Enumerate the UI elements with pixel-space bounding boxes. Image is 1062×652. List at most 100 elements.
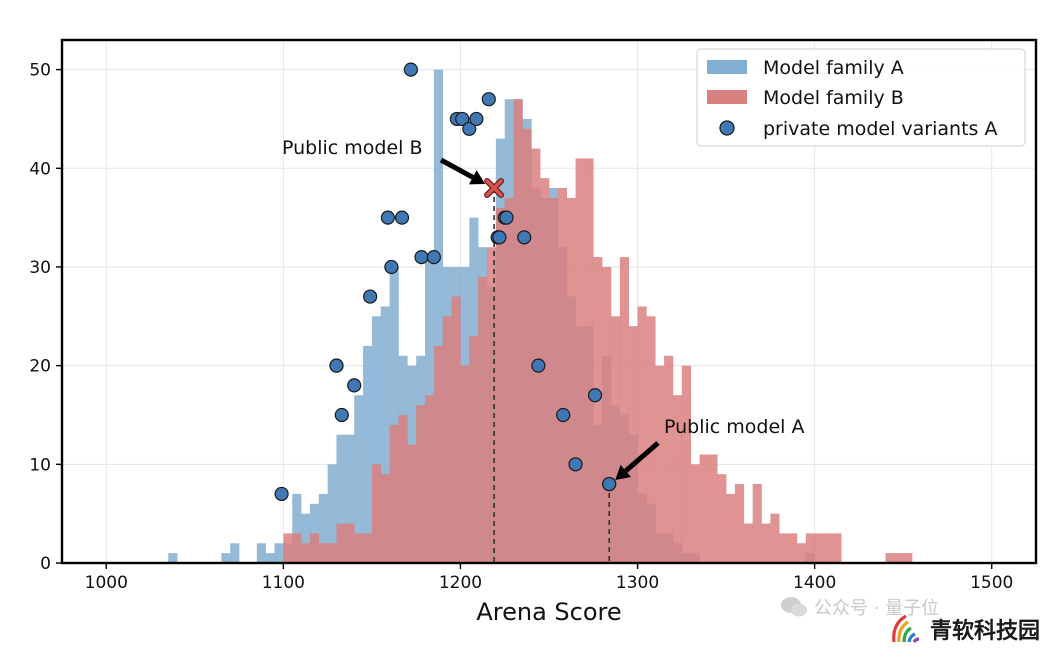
histogram-bar-a: [354, 395, 364, 563]
histogram-bar-b: [796, 543, 807, 563]
annotation-public-model-a: Public model A: [664, 416, 804, 438]
axes: 1000 1100 1200 1300 1400 1500 0 10 20 30 40 50: [29, 38, 1038, 593]
private-variant-marker: [334, 407, 349, 423]
plot-frame: [60, 38, 1038, 565]
histogram-bar-b: [619, 257, 629, 563]
histogram-bar-b: [425, 395, 435, 563]
histogram-bar-b: [460, 365, 470, 563]
x-tick-label: 1500: [970, 573, 1013, 593]
histogram-bar-b: [354, 533, 364, 563]
private-variant-marker: [499, 210, 514, 225]
histogram-bar-b: [752, 484, 762, 563]
x-tick-label: 1400: [793, 573, 836, 593]
histogram-bar-b: [788, 533, 798, 563]
histogram-bar-a: [274, 543, 284, 563]
x-tick-label: 1000: [85, 573, 128, 593]
histogram-bar-a: [389, 266, 399, 563]
histogram-bar-b: [363, 533, 373, 563]
private-variant-marker: [517, 230, 532, 245]
histogram-bar-b: [389, 424, 399, 563]
private-variant-marker: [492, 230, 507, 245]
histogram-bar-b: [602, 266, 612, 563]
histogram-bar-a: [221, 553, 231, 563]
histogram-bar-b: [734, 484, 745, 563]
histogram-bar-b: [672, 395, 683, 563]
histogram-bar-b: [717, 474, 727, 563]
histogram-bar-a: [318, 493, 328, 563]
histogram-bar-a: [292, 493, 302, 563]
histogram-bar-b: [451, 296, 461, 563]
legend-label-private-variants: private model variants A: [763, 118, 997, 140]
histogram-bar-b: [681, 365, 691, 563]
histogram-bar-a: [371, 316, 382, 563]
histogram-bar-b: [398, 414, 408, 563]
histogram-bar-a: [301, 513, 311, 563]
histogram-bar-b: [779, 533, 789, 563]
x-axis-label: Arena Score: [476, 598, 621, 626]
private-variant-marker: [384, 259, 399, 275]
x-tick-label: 1300: [616, 573, 659, 593]
histogram-bar-a: [168, 553, 178, 563]
histogram-bar-a: [433, 69, 444, 564]
private-variant-marker: [469, 111, 484, 127]
histogram-bar-b: [761, 523, 771, 563]
x-tick-label: 1200: [439, 573, 482, 593]
histogram-bar-b: [327, 543, 337, 563]
private-variant-marker: [481, 92, 496, 107]
brand-logo-icon: [892, 614, 920, 643]
brand-text: 青软科技园: [929, 619, 1040, 644]
histogram-bar-a: [256, 543, 266, 563]
legend-swatch-family-b: [707, 90, 747, 104]
histogram-bar-b: [292, 533, 302, 563]
y-tick-label: 0: [40, 554, 51, 574]
histogram-bar-a: [230, 543, 240, 563]
annotation-public-model-b: Public model B: [282, 137, 423, 159]
legend-swatch-family-a: [707, 60, 747, 74]
histogram-bar-b: [664, 355, 674, 563]
histogram-bar-a: [345, 434, 355, 563]
arrow-public-model-a-shaft: [624, 441, 660, 473]
histogram-bar-b: [575, 158, 585, 563]
histogram-bar-b: [823, 533, 833, 563]
private-variant-marker: [403, 62, 418, 77]
histogram-bar-b: [549, 197, 559, 564]
watermark-faint-text: 公众号 · 量子位: [814, 598, 940, 619]
histogram-bar-b: [487, 247, 497, 563]
histogram-bar-b: [318, 543, 328, 563]
histogram-bar-b: [336, 523, 346, 563]
private-variant-marker: [380, 210, 395, 225]
brand-watermark: 青软科技园: [888, 612, 1040, 646]
histogram-bar-b: [814, 533, 824, 563]
histogram-bar-b: [743, 523, 753, 563]
histogram-bar-b: [726, 493, 736, 563]
histogram-bar-b: [309, 533, 320, 563]
histogram-bar-b: [416, 405, 426, 563]
histogram-bar-b: [885, 553, 895, 563]
histogram-bar-b: [522, 128, 532, 563]
histogram-bar-b: [708, 454, 718, 563]
histogram-series-b: [283, 99, 913, 564]
histogram-bar-b: [469, 336, 479, 563]
histogram-bar-a: [327, 464, 337, 563]
histogram-bar-b: [557, 188, 568, 564]
public-model-b-marker: [485, 179, 503, 197]
y-tick-label: 50: [29, 61, 51, 81]
private-variant-marker: [587, 388, 603, 403]
legend: Model family A Model family B private mo…: [696, 48, 1026, 147]
histogram-bar-b: [894, 553, 904, 563]
private-variant-marker: [426, 249, 441, 265]
histogram-bar-b: [495, 207, 506, 564]
histogram-bar-b: [699, 454, 709, 563]
x-tick-label: 1100: [262, 573, 305, 593]
histogram-bar-b: [380, 474, 390, 563]
histogram-bar-b: [540, 178, 550, 563]
histogram-bar-b: [407, 444, 417, 563]
histogram-bar-b: [770, 513, 780, 563]
histogram-bar-b: [690, 464, 700, 563]
histogram-bar-b: [805, 533, 815, 563]
private-variant-marker: [274, 486, 289, 502]
wechat-icon: [781, 597, 807, 617]
private-variant-marker: [394, 210, 410, 225]
public-model-a-marker: [602, 476, 617, 492]
